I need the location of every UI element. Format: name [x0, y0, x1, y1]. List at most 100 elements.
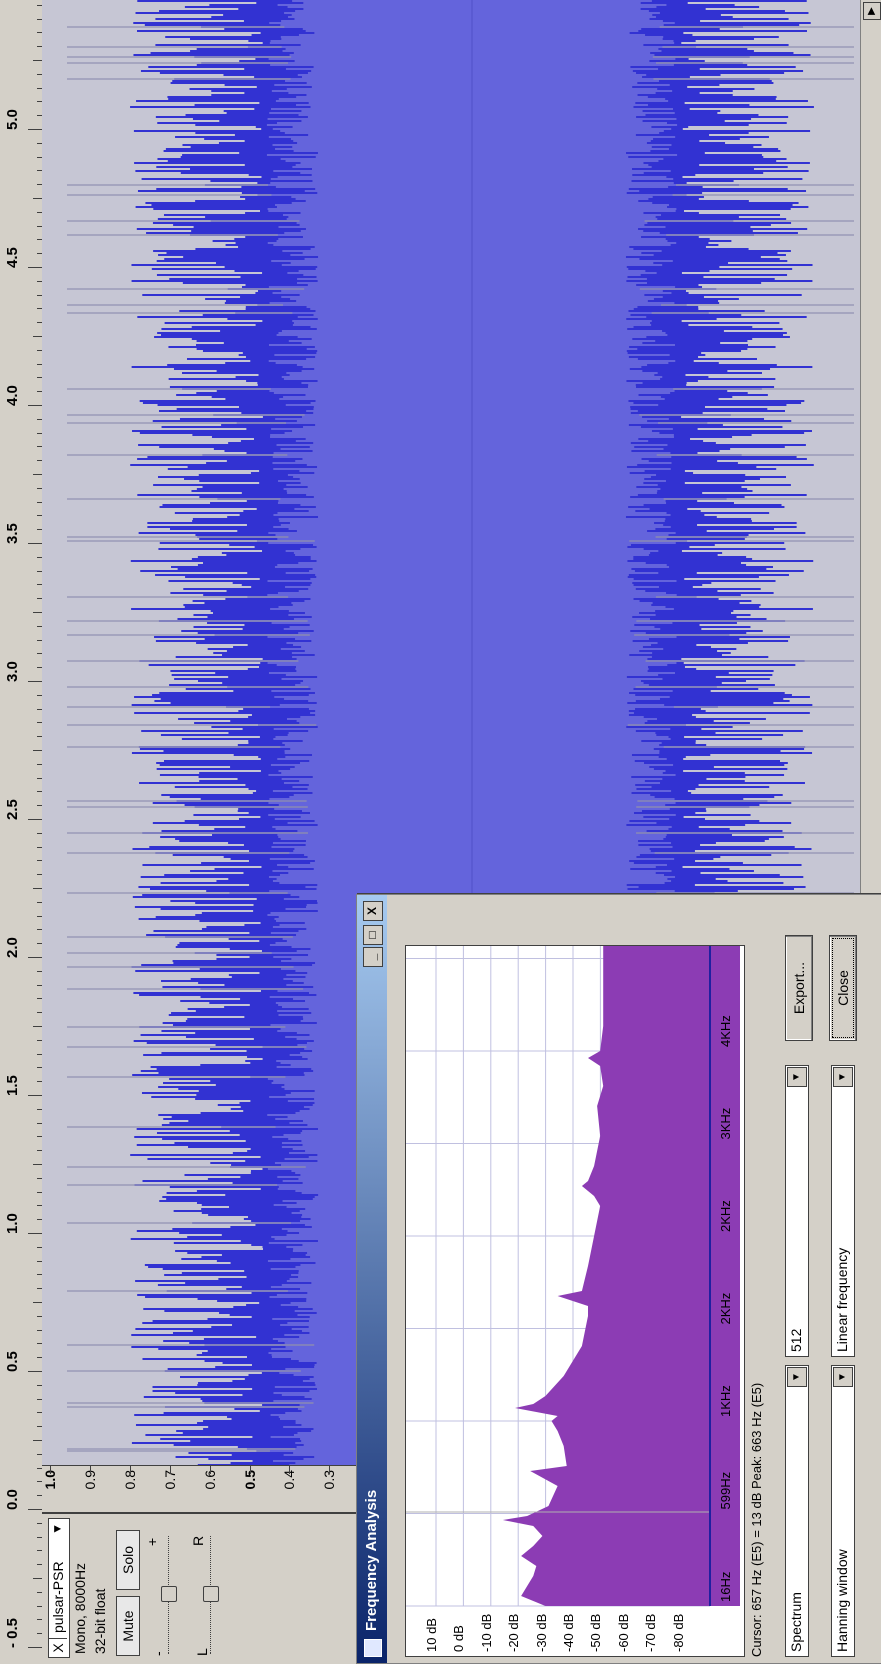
chevron-down-icon[interactable]: ▼ [833, 1367, 853, 1387]
ruler-major-tick [28, 1371, 42, 1372]
db-label: 10 dB [424, 1618, 439, 1652]
ruler-label: 3.0 [4, 661, 21, 682]
hz-label: 599Hz [718, 1471, 733, 1510]
amplitude-tick [129, 1466, 131, 1474]
scroll-right-arrow-icon[interactable]: ▶ [863, 2, 881, 20]
chevron-down-icon[interactable]: ▼ [833, 1067, 853, 1087]
track-close-button[interactable]: X [49, 1638, 67, 1657]
ruler-label: 1.5 [4, 1075, 21, 1096]
frequency-analysis-dialog: Frequency Analysis _ □ X 10 dB 0 dB -10 dB… [356, 894, 881, 1664]
ruler-label: 4.0 [4, 385, 21, 406]
chevron-down-icon[interactable]: ▼ [787, 1067, 807, 1087]
amplitude-tick [329, 1466, 331, 1474]
app-icon [364, 1639, 382, 1657]
chevron-down-icon[interactable]: ▼ [787, 1367, 807, 1387]
db-label: -20 dB [506, 1613, 522, 1652]
dialog-title: Frequency Analysis [363, 1489, 380, 1631]
window-value: Hanning window [834, 1549, 850, 1652]
close-button[interactable]: Close [829, 935, 857, 1041]
export-button[interactable]: Export... [785, 935, 813, 1041]
db-label: -50 dB [588, 1613, 604, 1652]
ruler-label: - 0.5 [4, 1617, 21, 1648]
db-label: -60 dB [615, 1613, 631, 1652]
ruler-major-tick [28, 1647, 42, 1648]
size-select[interactable]: 512 ▼ [785, 1065, 809, 1357]
algorithm-select[interactable]: Spectrum ▼ [785, 1365, 809, 1657]
algorithm-value: Spectrum [788, 1592, 804, 1652]
ruler-major-tick [28, 1509, 42, 1510]
mute-button[interactable]: Mute [116, 1596, 140, 1656]
amplitude-tick [89, 1466, 91, 1474]
amplitude-tick [289, 1466, 291, 1474]
ruler-label: 0.0 [4, 1489, 21, 1510]
cursor-peak-readout: Cursor: 657 Hz (E5) = 13 dB Peak: 663 Hz… [749, 1382, 764, 1657]
ruler-major-tick [28, 957, 42, 958]
ruler-major-tick [28, 1233, 42, 1234]
gain-minus-label: - [150, 1651, 166, 1656]
spectrum-graphic [406, 946, 740, 1607]
track-title-bar[interactable]: X pulsar-PSR ▼ [48, 1518, 70, 1658]
ruler-label: 4.5 [4, 247, 21, 268]
ruler-major-tick [28, 129, 42, 130]
db-label: 0 dB [451, 1625, 467, 1652]
ruler-major-tick [28, 267, 42, 268]
gain-slider-thumb[interactable] [161, 1586, 177, 1602]
db-label: -10 dB [478, 1613, 494, 1652]
track-menu-arrow-icon[interactable]: ▼ [50, 1523, 64, 1535]
solo-button[interactable]: Solo [116, 1530, 140, 1590]
ruler-minor-tick [33, 198, 42, 199]
minimize-icon[interactable]: _ [363, 947, 383, 967]
ruler-minor-tick [33, 60, 42, 61]
ruler-minor-tick [33, 888, 42, 889]
dialog-title-bar[interactable]: Frequency Analysis _ □ X [357, 895, 387, 1663]
amplitude-tick [50, 1466, 51, 1474]
ruler-minor-tick [33, 1164, 42, 1165]
pan-slider-thumb[interactable] [203, 1586, 219, 1602]
pan-left-label: L [194, 1648, 210, 1656]
window-function-select[interactable]: Hanning window ▼ [831, 1365, 855, 1657]
db-label: -80 dB [670, 1613, 686, 1652]
ruler-minor-tick [33, 336, 42, 337]
size-value: 512 [788, 1328, 804, 1352]
db-label: -70 dB [643, 1613, 659, 1652]
db-label: -30 dB [533, 1613, 549, 1652]
amplitude-tick [209, 1466, 211, 1474]
ruler-major-tick [28, 405, 42, 406]
ruler-minor-tick [33, 1302, 42, 1303]
track-format-info: 32-bit float [92, 1588, 108, 1654]
amplitude-tick [249, 1466, 251, 1474]
ruler-minor-tick [33, 1440, 42, 1441]
ruler-label: 0.5 [4, 1351, 21, 1372]
gain-plus-label: + [144, 1537, 160, 1546]
ruler-minor-tick [33, 1578, 42, 1579]
ruler-label: 1.0 [4, 1213, 21, 1234]
ruler-minor-tick [33, 474, 42, 475]
hz-label: 16Hz [718, 1571, 733, 1602]
ruler-label: 5.0 [4, 109, 21, 130]
pan-right-label: R [190, 1535, 206, 1546]
hz-label: 3KHz [718, 1107, 733, 1140]
spectrum-plot[interactable]: 10 dB 0 dB -10 dB -20 dB -30 dB -40 dB -50 dB -… [405, 945, 745, 1657]
ruler-minor-tick [33, 612, 42, 613]
hz-label: 1KHz [718, 1385, 733, 1417]
amplitude-tick [169, 1466, 171, 1474]
ruler-minor-tick [33, 750, 42, 751]
ruler-major-tick [28, 681, 42, 682]
close-icon[interactable]: X [363, 901, 383, 921]
axis-select[interactable]: Linear frequency ▼ [831, 1065, 855, 1357]
time-ruler[interactable]: - 0.5 0.0 0.5 1.0 1.5 2.0 2.5 3.0 3.5 4.0 4.5 5.0 [0, 0, 43, 1664]
hz-label: 4KHz [718, 1015, 733, 1047]
ruler-label: 2.5 [4, 799, 21, 820]
ruler-major-tick [28, 1095, 42, 1096]
ruler-label: 3.5 [4, 523, 21, 544]
track-name[interactable]: pulsar-PSR [50, 1561, 66, 1633]
ruler-minor-tick [33, 1026, 42, 1027]
hz-label: 2KHz [718, 1200, 733, 1232]
db-label: -40 dB [561, 1613, 576, 1652]
axis-value: Linear frequency [834, 1247, 850, 1352]
maximize-icon[interactable]: □ [363, 925, 383, 945]
ruler-major-tick [28, 819, 42, 820]
hz-label: 2KHz [718, 1292, 733, 1325]
track-rate-info: Mono, 8000Hz [72, 1562, 88, 1654]
ruler-label: 2.0 [4, 937, 21, 958]
